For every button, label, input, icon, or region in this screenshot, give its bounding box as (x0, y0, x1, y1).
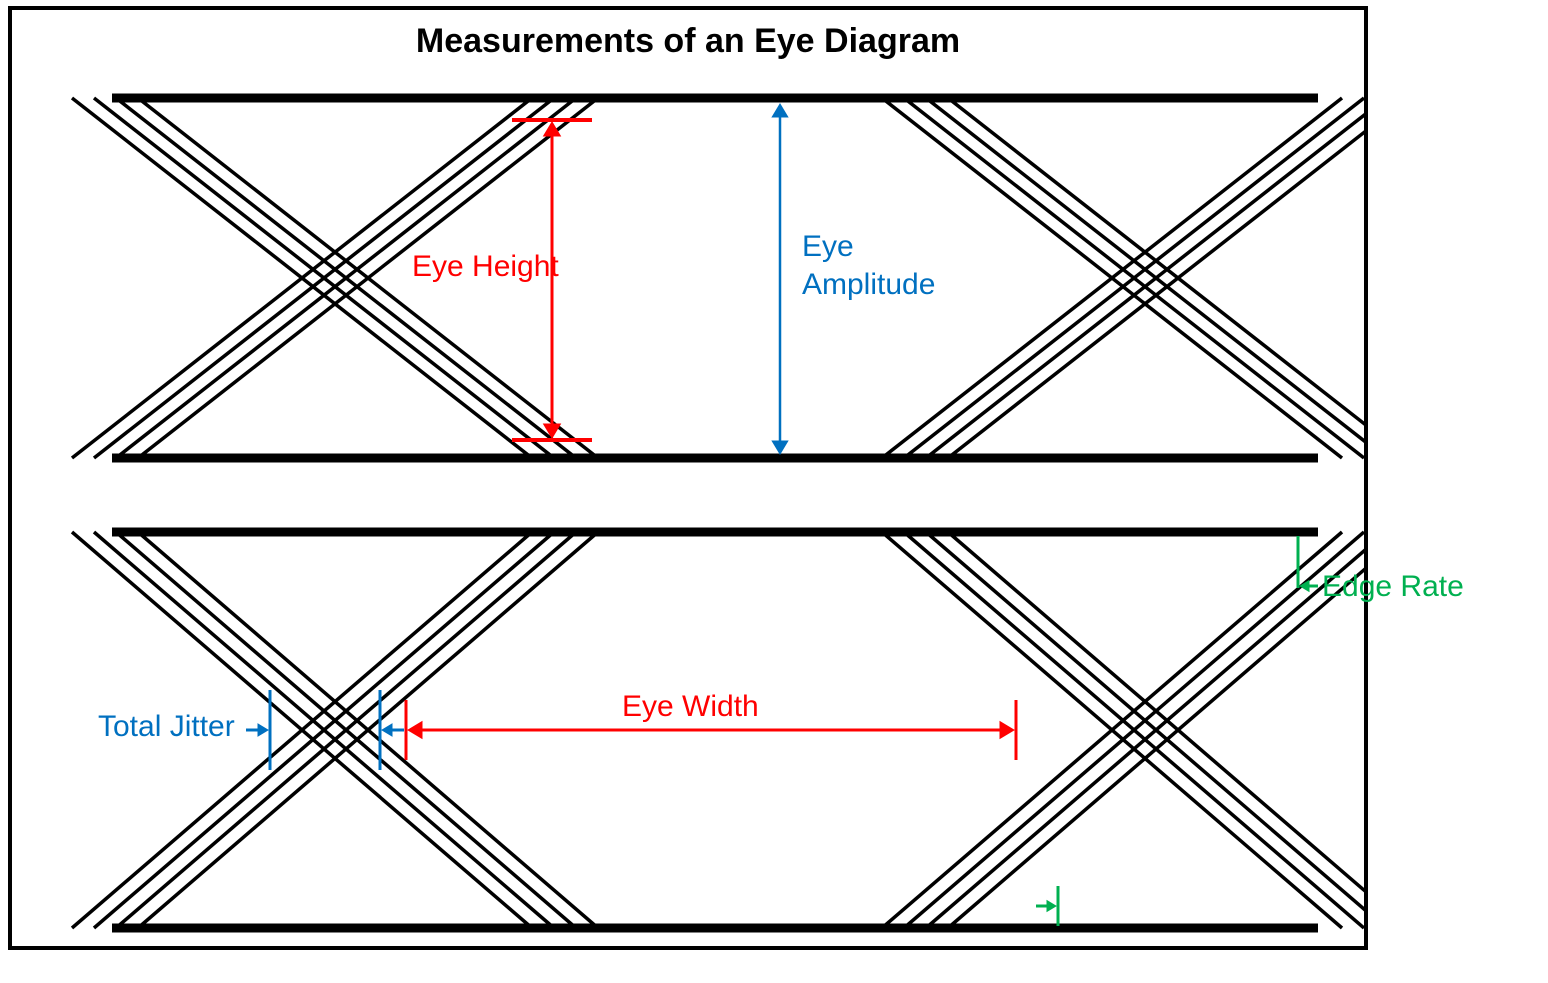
eye-height-label: Eye Height (412, 250, 559, 284)
eye-amplitude-label-line1: Eye (802, 230, 854, 264)
eye-width-label: Eye Width (622, 690, 759, 724)
eye-amplitude-label-line2: Amplitude (802, 268, 935, 302)
diagram-frame: Measurements of an Eye Diagram Eye Heigh… (8, 6, 1368, 950)
total-jitter-label: Total Jitter (98, 710, 235, 744)
edge-rate-label: Edge Rate (1322, 570, 1464, 604)
diagram-container: { "title": "Measurements of an Eye Diagr… (0, 0, 1548, 983)
diagram-svg (12, 10, 1364, 946)
